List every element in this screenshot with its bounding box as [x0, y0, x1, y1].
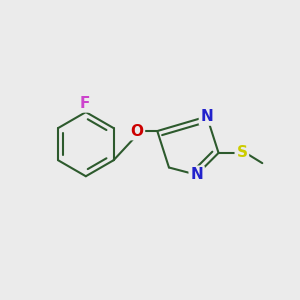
- Text: N: N: [190, 167, 203, 182]
- Text: N: N: [200, 109, 213, 124]
- Text: F: F: [79, 96, 90, 111]
- Text: S: S: [236, 146, 247, 160]
- Text: O: O: [130, 124, 143, 139]
